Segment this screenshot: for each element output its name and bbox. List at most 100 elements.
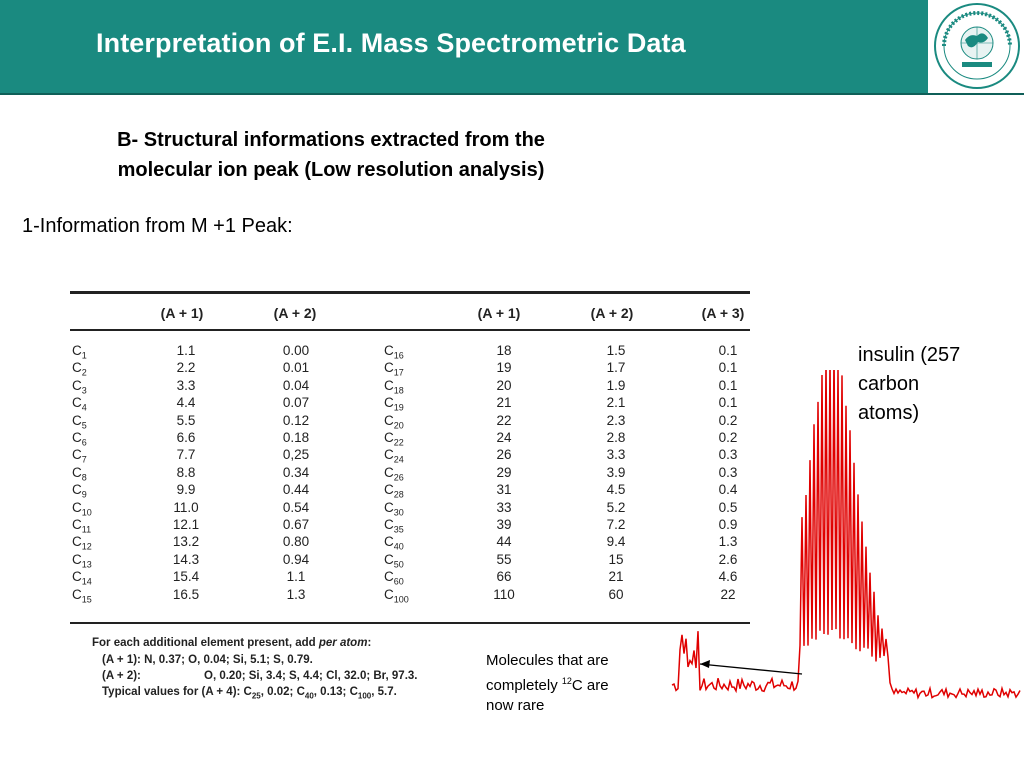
carbon-symbol: C xyxy=(72,586,82,602)
molecules-line-2-a: completely xyxy=(486,677,562,694)
table-row-right-a1: 21 xyxy=(496,395,512,411)
table-row-right-a2: 7.2 xyxy=(606,517,626,532)
table-bottom-rule xyxy=(70,622,750,624)
table-row-right-a1: 55 xyxy=(496,551,512,567)
table-row-right-carbon: C20 xyxy=(384,412,424,431)
table-row-left-carbon: C9 xyxy=(72,481,112,500)
footnote-line-1-emphasis: per atom xyxy=(318,637,368,649)
carbon-count: 17 xyxy=(393,368,404,379)
carbon-count: 40 xyxy=(393,542,404,553)
table-row-right-carbon: C28 xyxy=(384,481,424,500)
carbon-symbol: C xyxy=(72,551,82,567)
carbon-symbol: C xyxy=(72,569,82,585)
table-row-right-a2: 4.5 xyxy=(606,482,626,498)
table-row-right-a2: 5.2 xyxy=(606,499,626,515)
table-row-right-a2: 1.7 xyxy=(606,360,626,376)
carbon-symbol: C xyxy=(384,499,394,515)
carbon-count: 30 xyxy=(393,507,404,518)
table-row-left-a1: 14.3 xyxy=(172,551,200,567)
table-row-left-a1: 2.2 xyxy=(176,360,196,376)
header-left-a2: (A + 2) xyxy=(273,305,317,321)
table-row-right-a1: 110 xyxy=(493,586,515,602)
table-row-left-a1: 16.5 xyxy=(172,586,200,602)
footnote-line-4-text-a: Typical values for (A + 4): C xyxy=(102,686,252,698)
carbon-symbol: C xyxy=(72,517,82,532)
table-row-right-carbon: C50 xyxy=(384,551,424,570)
table-row-right-a2: 3.9 xyxy=(606,464,626,480)
carbon-count: 50 xyxy=(393,559,404,570)
table-row-right-carbon: C17 xyxy=(384,359,424,379)
table-row-right-carbon: C22 xyxy=(384,429,424,448)
table-row-right-a1: 24 xyxy=(496,430,512,445)
table-row-left-a2: 0.34 xyxy=(282,464,310,480)
carbon-symbol: C xyxy=(384,430,394,445)
carbon-count: 16 xyxy=(393,350,404,361)
table-row-right-a2: 1.5 xyxy=(606,343,626,358)
table-row-right-carbon: C24 xyxy=(384,446,424,465)
table-row-right-a2: 2.8 xyxy=(606,430,626,445)
carbon-symbol: C xyxy=(72,360,82,376)
table-row-right-a2: 21 xyxy=(608,569,624,585)
table-header-rule xyxy=(70,329,750,331)
table-row-left-a2: 1.3 xyxy=(286,586,306,602)
table-row-left-carbon: C4 xyxy=(72,394,112,413)
table-row-right-a3: 0.2 xyxy=(718,412,738,428)
table-row-right-a1: 26 xyxy=(496,447,512,463)
carbon-count: 8 xyxy=(81,472,87,483)
molecules-line-3: now rare xyxy=(486,697,545,714)
table-row-left-a1: 4.4 xyxy=(176,395,196,411)
footnote-line-4-text-b: , 0.02; C xyxy=(260,686,305,698)
carbon-symbol: C xyxy=(384,377,394,393)
table-row-right-a2: 9.4 xyxy=(606,534,626,550)
carbon-symbol: C xyxy=(384,447,394,463)
table-row-left-carbon: C1 xyxy=(72,342,112,361)
header-bar xyxy=(0,0,1024,95)
table-row-left-a1: 11.0 xyxy=(173,499,199,515)
carbon-count: 3 xyxy=(81,385,87,396)
carbon-symbol: C xyxy=(72,343,82,358)
table-row-left-carbon: C7 xyxy=(72,446,112,466)
table-row-right-a2: 3.3 xyxy=(606,447,626,463)
spectrum-trace xyxy=(671,370,1021,700)
table-row-right-a3: 1.3 xyxy=(718,534,738,550)
footnote-line-1: For each additional element present, add… xyxy=(92,637,371,649)
carbon-symbol: C xyxy=(72,395,82,411)
table-row-left-a2: 0.00 xyxy=(282,343,310,358)
footnote-line-1-text: For each additional element present, add xyxy=(92,637,319,649)
table-row-right-a3: 4.6 xyxy=(718,569,738,585)
table-row-right-a3: 0.4 xyxy=(718,482,738,498)
table-row-right-a1: 39 xyxy=(496,517,512,532)
carbon-count: 18 xyxy=(393,385,404,396)
pointer-arrow-line xyxy=(699,663,803,675)
table-row-left-a2: 0.07 xyxy=(282,395,310,411)
table-row-left-carbon: C3 xyxy=(72,377,112,396)
footnote-line-4-text-d: , 5.7. xyxy=(371,686,397,698)
table-row-left-a1: 9.9 xyxy=(176,482,196,498)
table-row-right-carbon: C30 xyxy=(384,499,424,518)
header-rule xyxy=(0,93,1024,95)
table-row-left-carbon: C6 xyxy=(72,429,112,448)
table-row-left-a2: 0,25 xyxy=(282,447,310,463)
table-row-right-a3: 0.1 xyxy=(718,395,738,411)
table-row-right-carbon: C40 xyxy=(384,533,424,553)
table-row-left-a2: 0.12 xyxy=(282,412,310,428)
carbon-count: 2 xyxy=(81,368,87,379)
footnote-line-3-label: (A + 2): xyxy=(102,670,141,682)
table-row-right-a1: 29 xyxy=(496,464,512,480)
table-row-left-a2: 0.94 xyxy=(282,551,310,567)
footnote-line-3-values: O, 0.20; Si, 3.4; S, 4.4; Cl, 32.0; Br, … xyxy=(204,670,418,682)
table-row-right-carbon: C26 xyxy=(384,464,424,483)
table-row-right-a1: 22 xyxy=(496,412,512,428)
table-row-right-a3: 0.1 xyxy=(718,377,738,393)
table-row-left-a2: 0.01 xyxy=(282,360,310,376)
insulin-label: insulin (257 carbon atoms) xyxy=(858,341,960,428)
table-row-left-a1: 13.2 xyxy=(172,534,200,550)
carbon-count: 7 xyxy=(81,455,87,466)
table-row-right-a3: 0.3 xyxy=(718,447,738,463)
carbon-count: 26 xyxy=(393,472,404,483)
table-row-left-a2: 0.80 xyxy=(282,534,310,550)
table-row-left-a2: 0.67 xyxy=(282,517,310,532)
table-row-left-carbon: C5 xyxy=(72,412,112,431)
carbon-symbol: C xyxy=(384,534,394,550)
footnote-line-4-sub-3: 100 xyxy=(357,691,372,701)
